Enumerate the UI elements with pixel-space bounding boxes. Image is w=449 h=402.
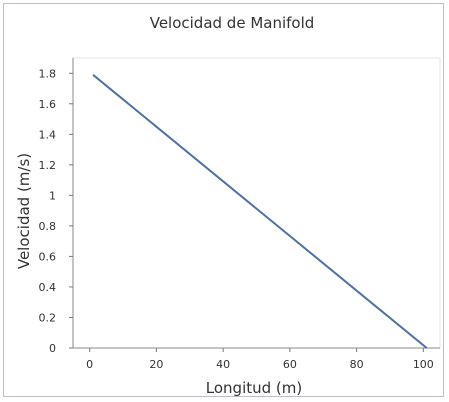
x-axis-label: Longitud (m) bbox=[206, 379, 302, 397]
plot-background bbox=[72, 57, 441, 349]
y-tick-label: 1 bbox=[49, 189, 56, 202]
y-tick-label: 1.6 bbox=[39, 98, 57, 111]
x-tick-label: 80 bbox=[350, 358, 364, 371]
x-axis-ticks: 0 20 40 60 80 100 bbox=[86, 348, 434, 371]
series-line bbox=[92, 74, 428, 349]
y-axis-label: Velocidad (m/s) bbox=[15, 153, 33, 269]
x-tick-label: 20 bbox=[149, 358, 163, 371]
y-tick-label: 0.8 bbox=[39, 220, 57, 233]
chart-title: Velocidad de Manifold bbox=[150, 14, 315, 32]
y-tick-label: 0 bbox=[49, 342, 56, 355]
x-tick-label: 40 bbox=[216, 358, 230, 371]
series-layer bbox=[92, 74, 428, 349]
y-tick-label: 1.4 bbox=[39, 128, 57, 141]
y-tick-label: 1.2 bbox=[39, 159, 57, 172]
y-tick-label: 1.8 bbox=[39, 67, 57, 80]
x-tick-label: 100 bbox=[413, 358, 434, 371]
y-tick-label: 0.2 bbox=[39, 311, 57, 324]
y-tick-label: 0.6 bbox=[39, 250, 57, 263]
x-tick-label: 0 bbox=[86, 358, 93, 371]
plot-area bbox=[72, 57, 441, 349]
y-tick-label: 0.4 bbox=[39, 281, 57, 294]
x-tick-label: 60 bbox=[283, 358, 297, 371]
y-axis-ticks: 0 0.2 0.4 0.6 0.8 1 1.2 1.4 1.6 1.8 bbox=[39, 67, 73, 355]
